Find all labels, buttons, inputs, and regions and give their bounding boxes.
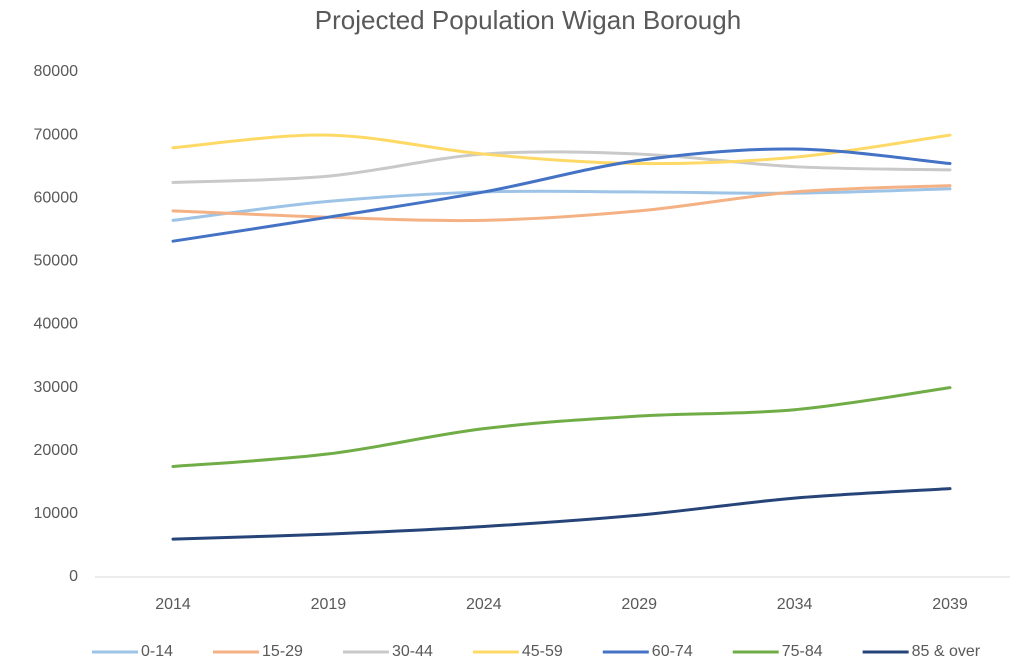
legend-label: 30-44 <box>392 643 433 660</box>
line-series <box>171 386 952 469</box>
y-tick-label: 10000 <box>34 505 79 522</box>
y-tick-label: 0 <box>69 568 78 585</box>
y-tick-label: 30000 <box>34 379 79 396</box>
line-series <box>171 147 952 243</box>
y-tick-label: 80000 <box>34 63 79 80</box>
y-tick-label: 70000 <box>34 126 79 143</box>
legend-label: 15-29 <box>262 643 303 660</box>
x-tick-label: 2034 <box>777 596 813 613</box>
y-tick-label: 50000 <box>34 253 79 270</box>
x-tick-label: 2014 <box>155 596 191 613</box>
legend-label: 45-59 <box>522 643 563 660</box>
x-tick-label: 2039 <box>932 596 968 613</box>
legend-label: 85 & over <box>912 643 981 660</box>
y-tick-label: 40000 <box>34 316 79 333</box>
y-tick-label: 60000 <box>34 189 79 206</box>
line-series <box>171 133 952 166</box>
y-tick-label: 20000 <box>34 442 79 459</box>
line-series <box>171 184 952 223</box>
line-series <box>171 187 952 222</box>
legend-label: 60-74 <box>652 643 693 660</box>
line-series <box>171 150 952 184</box>
line-series <box>171 487 952 541</box>
x-tick-label: 2029 <box>621 596 657 613</box>
legend-label: 0-14 <box>141 643 173 660</box>
chart-title: Projected Population Wigan Borough <box>315 5 741 35</box>
x-tick-label: 2024 <box>466 596 502 613</box>
legend-label: 75-84 <box>782 643 823 660</box>
x-tick-label: 2019 <box>311 596 347 613</box>
